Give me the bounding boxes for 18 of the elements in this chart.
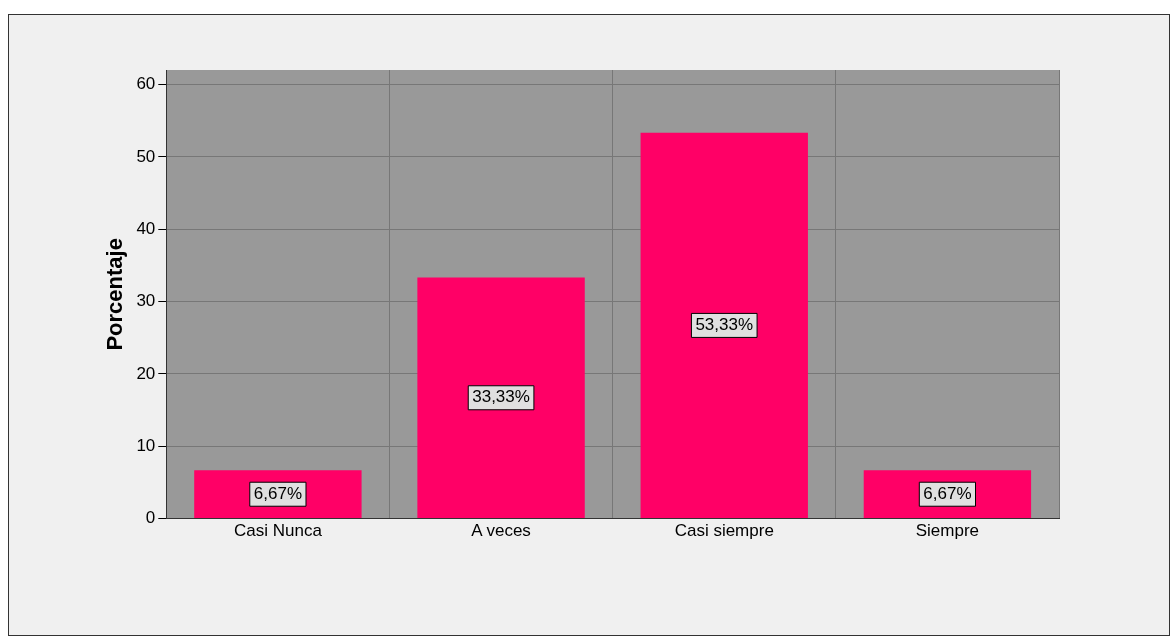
x-tick-label: Casi siempre	[674, 521, 774, 541]
y-tick-label: 60	[136, 74, 156, 94]
y-tick-label: 40	[136, 218, 156, 238]
y-tick-label: 0	[145, 508, 156, 528]
data-label: 6,67%	[923, 483, 972, 503]
x-tick-label: Casi Nunca	[233, 521, 323, 541]
y-axis-title: Porcentaje	[102, 238, 128, 351]
x-tick-label: Siempre	[915, 521, 980, 541]
data-label: 6,67%	[253, 483, 302, 503]
y-tick-label: 20	[136, 363, 156, 383]
bar	[640, 132, 808, 519]
x-tick-label: A veces	[471, 521, 531, 541]
y-tick-label: 50	[136, 146, 156, 166]
bar	[417, 277, 585, 519]
y-tick-label: 30	[136, 291, 156, 311]
y-tick-label: 10	[136, 435, 156, 455]
data-label: 53,33%	[695, 315, 754, 335]
data-label: 33,33%	[472, 387, 530, 407]
